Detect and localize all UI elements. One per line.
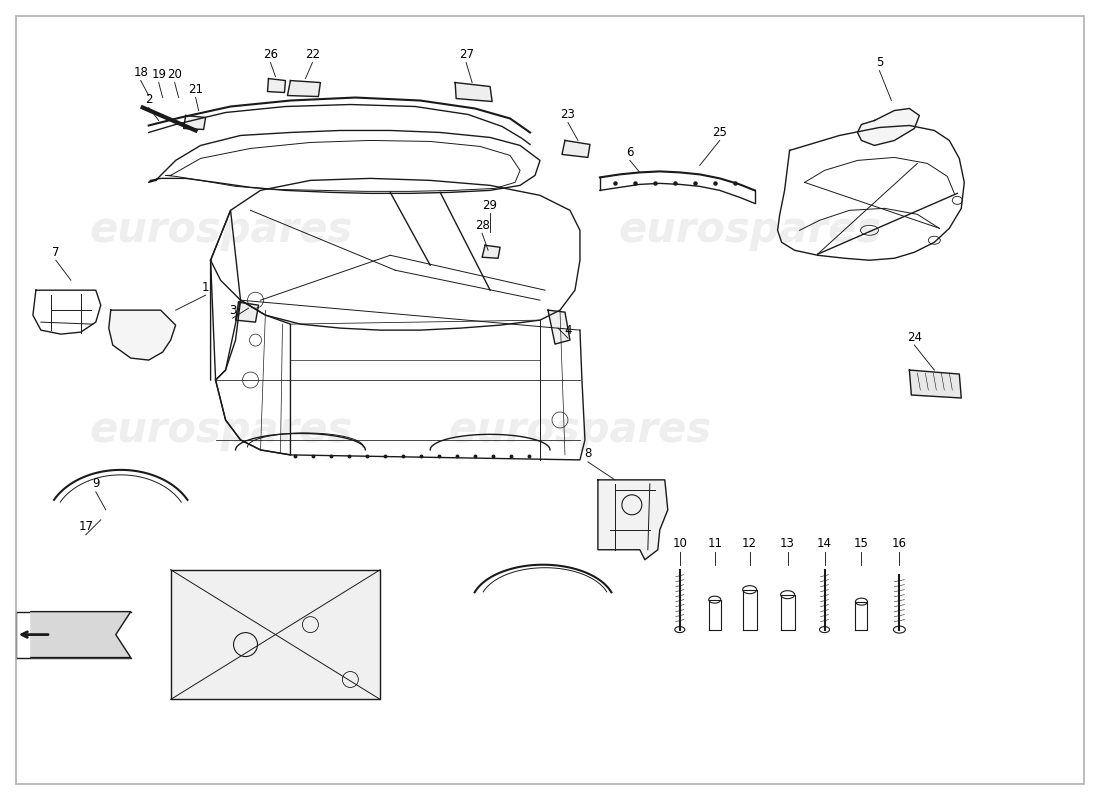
Polygon shape <box>548 310 570 344</box>
Polygon shape <box>455 82 492 102</box>
Text: 15: 15 <box>854 538 869 550</box>
Text: 12: 12 <box>742 538 757 550</box>
Text: 19: 19 <box>151 68 166 81</box>
Text: 1: 1 <box>201 281 209 294</box>
Polygon shape <box>235 302 258 322</box>
Text: 16: 16 <box>892 538 906 550</box>
Polygon shape <box>170 570 381 699</box>
Text: 9: 9 <box>92 478 99 490</box>
Text: 24: 24 <box>906 330 922 344</box>
Text: 18: 18 <box>133 66 148 79</box>
Text: 14: 14 <box>817 538 832 550</box>
Polygon shape <box>910 370 961 398</box>
Polygon shape <box>184 115 206 130</box>
Polygon shape <box>109 310 176 360</box>
Text: 13: 13 <box>780 538 795 550</box>
Text: 28: 28 <box>475 219 490 232</box>
Text: 11: 11 <box>707 538 723 550</box>
Text: 20: 20 <box>167 68 183 81</box>
Text: 3: 3 <box>229 304 236 317</box>
Polygon shape <box>562 141 590 158</box>
Polygon shape <box>31 612 131 658</box>
Text: eurospares: eurospares <box>89 409 352 451</box>
Text: eurospares: eurospares <box>449 409 712 451</box>
Text: 8: 8 <box>584 447 592 461</box>
Text: 21: 21 <box>188 83 204 96</box>
Polygon shape <box>267 78 286 93</box>
Text: 29: 29 <box>483 199 497 212</box>
Polygon shape <box>482 246 500 258</box>
Text: 6: 6 <box>626 146 634 159</box>
Text: 17: 17 <box>78 520 94 534</box>
Text: eurospares: eurospares <box>89 210 352 251</box>
Text: 22: 22 <box>305 48 320 61</box>
Polygon shape <box>858 109 920 146</box>
Text: 10: 10 <box>672 538 688 550</box>
Text: 26: 26 <box>263 48 278 61</box>
Text: 5: 5 <box>876 56 883 69</box>
Text: 23: 23 <box>561 108 575 121</box>
Polygon shape <box>287 81 320 97</box>
Text: 2: 2 <box>145 93 153 106</box>
Text: 25: 25 <box>713 126 727 139</box>
Text: eurospares: eurospares <box>618 210 881 251</box>
Text: 4: 4 <box>564 324 572 337</box>
Text: 27: 27 <box>459 48 474 61</box>
Polygon shape <box>598 480 668 560</box>
Text: 7: 7 <box>52 246 59 258</box>
